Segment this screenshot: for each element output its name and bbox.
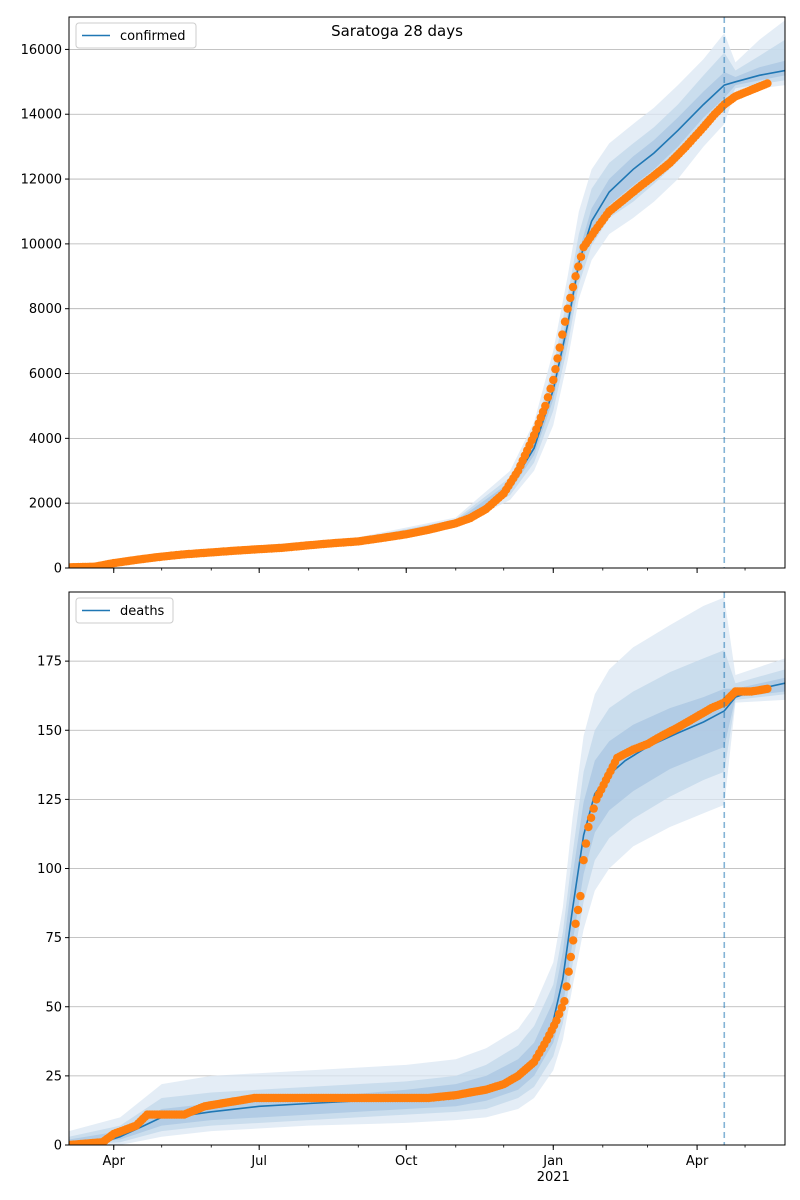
x-tick-label: Oct — [395, 1154, 417, 1169]
y-tick-label: 0 — [54, 1139, 62, 1154]
plot-area — [69, 597, 785, 1145]
data-point — [569, 936, 578, 945]
data-point — [551, 365, 560, 374]
data-point — [574, 262, 583, 271]
data-point — [557, 1003, 566, 1012]
legend: confirmed — [75, 22, 197, 49]
data-point — [546, 384, 555, 393]
data-point — [560, 317, 570, 326]
y-tick-label: 175 — [37, 655, 62, 670]
plot-frame — [68, 16, 786, 569]
x-tick-sublabel: 2021 — [537, 1170, 570, 1185]
confidence-band — [69, 39, 785, 568]
data-point — [566, 293, 575, 303]
confidence-band — [69, 60, 785, 568]
data-point — [571, 272, 580, 281]
data-point — [555, 343, 564, 352]
data-point — [763, 684, 772, 693]
y-tick-label: 0 — [54, 562, 62, 577]
data-point — [566, 952, 575, 962]
y-tick-label: 25 — [45, 1069, 62, 1084]
data-point — [576, 252, 586, 261]
y-tick-label: 2000 — [29, 497, 62, 512]
data-point — [763, 79, 772, 88]
data-point — [562, 982, 571, 991]
confidence-band — [69, 20, 785, 568]
chart-title: Saratoga 28 days — [331, 22, 463, 40]
data-point — [553, 354, 562, 363]
y-tick-label: 150 — [37, 724, 62, 739]
y-tick-label: 16000 — [21, 43, 62, 58]
data-point — [563, 304, 572, 313]
data-point — [554, 1009, 564, 1019]
legend-box — [75, 597, 174, 624]
data-point — [564, 967, 573, 976]
data-point — [573, 905, 583, 915]
y-tick-label: 6000 — [29, 367, 62, 382]
y-tick-label: 8000 — [29, 302, 62, 317]
data-point — [576, 891, 585, 901]
data-point — [579, 856, 588, 865]
data-point — [560, 997, 569, 1006]
data-point — [549, 375, 558, 385]
y-tick-label: 50 — [45, 1000, 62, 1015]
data-point — [552, 1016, 561, 1025]
confidence-band — [69, 677, 785, 1145]
y-tick-label: 4000 — [29, 432, 62, 447]
data-point — [568, 282, 578, 292]
y-tick-label: 100 — [37, 862, 62, 877]
x-tick-label: Jul — [250, 1154, 267, 1169]
data-point — [589, 804, 598, 813]
legend: deaths — [75, 597, 174, 624]
y-tick-label: 75 — [45, 931, 62, 946]
y-tick-label: 10000 — [21, 237, 62, 252]
legend-label: deaths — [120, 604, 165, 619]
confirmed-panel: 0 2000 4000 6000 8000 10000 12000 14000 16000 Sar… — [21, 16, 786, 577]
x-tick-label: Apr — [103, 1154, 126, 1169]
data-point — [581, 839, 591, 848]
y-tick-label: 12000 — [21, 173, 62, 188]
plot-area — [69, 20, 785, 568]
data-point — [541, 401, 550, 411]
y-tick-label: 125 — [37, 793, 62, 808]
data-point — [543, 393, 553, 402]
legend-label: confirmed — [120, 29, 186, 44]
x-tick-label: Jan — [542, 1154, 563, 1169]
legend-box — [75, 22, 197, 49]
data-point — [584, 822, 593, 832]
data-point — [571, 919, 580, 928]
data-point — [586, 813, 596, 822]
x-tick-label: Apr — [686, 1154, 709, 1169]
y-tick-label: 14000 — [21, 108, 62, 123]
data-point — [558, 330, 567, 339]
